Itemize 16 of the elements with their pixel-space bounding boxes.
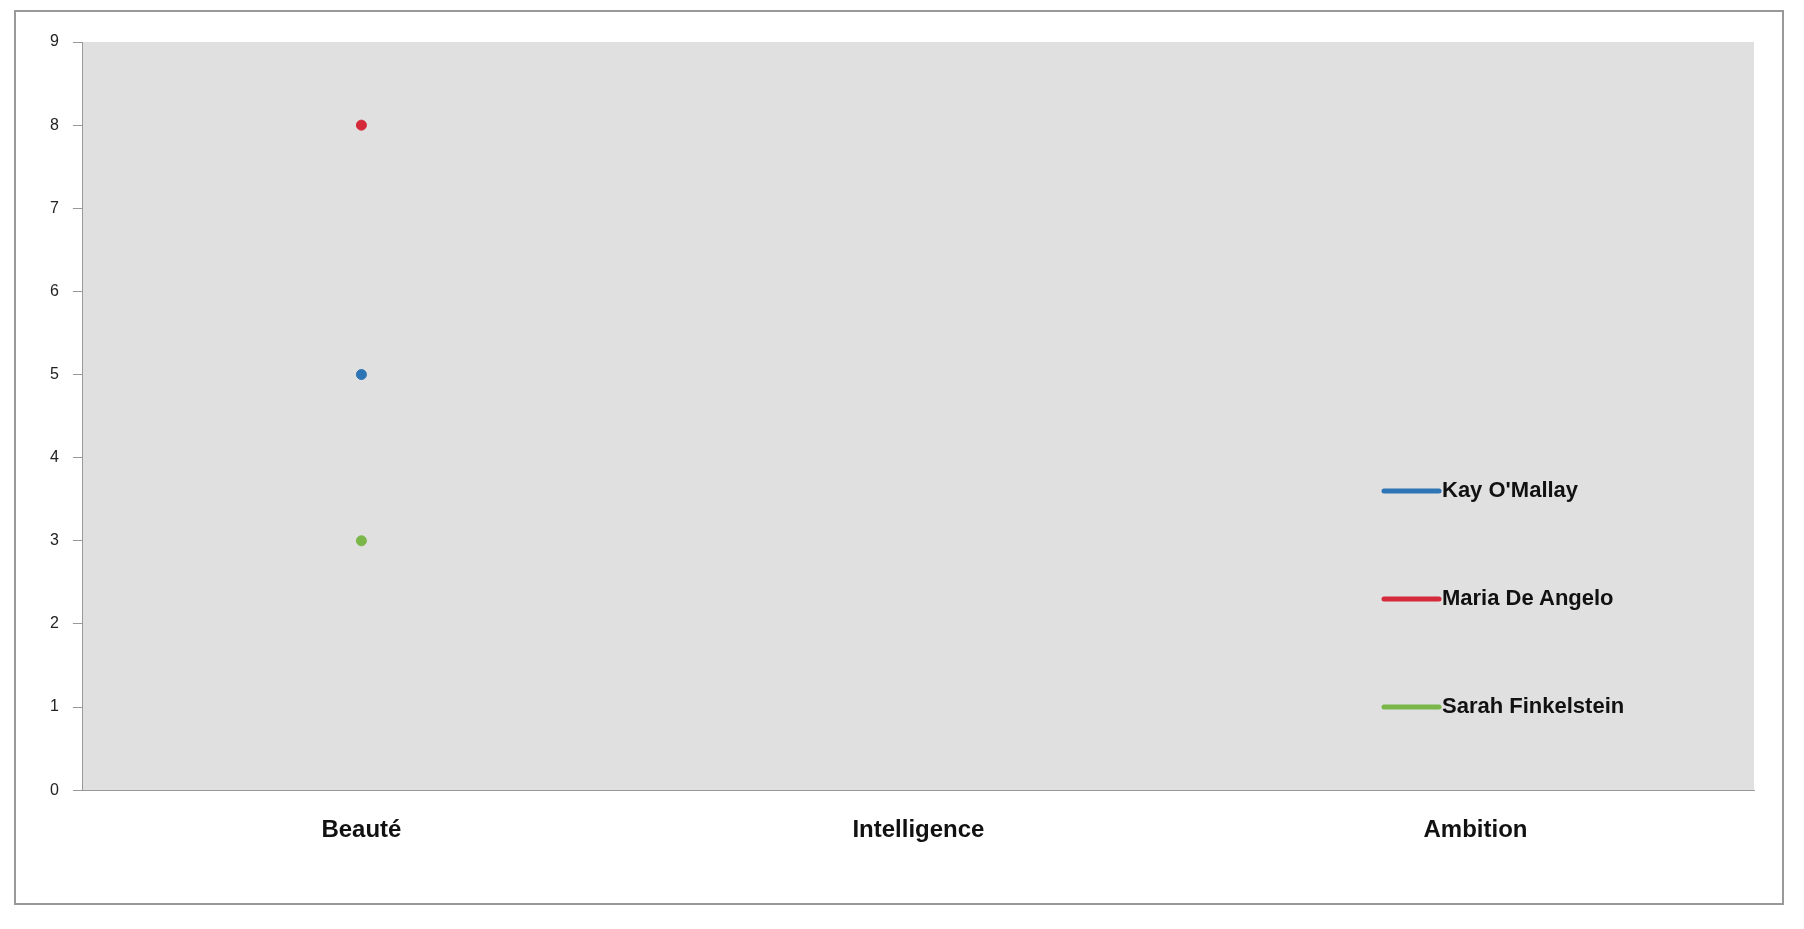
y-tick-label: 1 [49,697,59,715]
y-tick-label: 3 [49,531,59,549]
y-tick-label: 5 [49,364,59,382]
y-tick-label: 9 [49,32,59,50]
legend-label: Kay O'Mallay [1442,476,1579,502]
x-tick-label: Intelligence [852,815,985,843]
y-tick-label: 0 [49,780,59,798]
y-tick-label: 4 [49,448,59,466]
legend-label: Sarah Finkelstein [1442,692,1625,718]
legend-label: Maria De Angelo [1442,584,1614,610]
x-tick-label: Ambition [1423,815,1528,843]
y-tick-label: 8 [49,115,59,133]
x-tick-label: Beauté [321,815,402,843]
y-tick-label: 6 [49,281,59,299]
y-tick-label: 7 [49,198,59,216]
y-tick-label: 2 [49,614,59,632]
